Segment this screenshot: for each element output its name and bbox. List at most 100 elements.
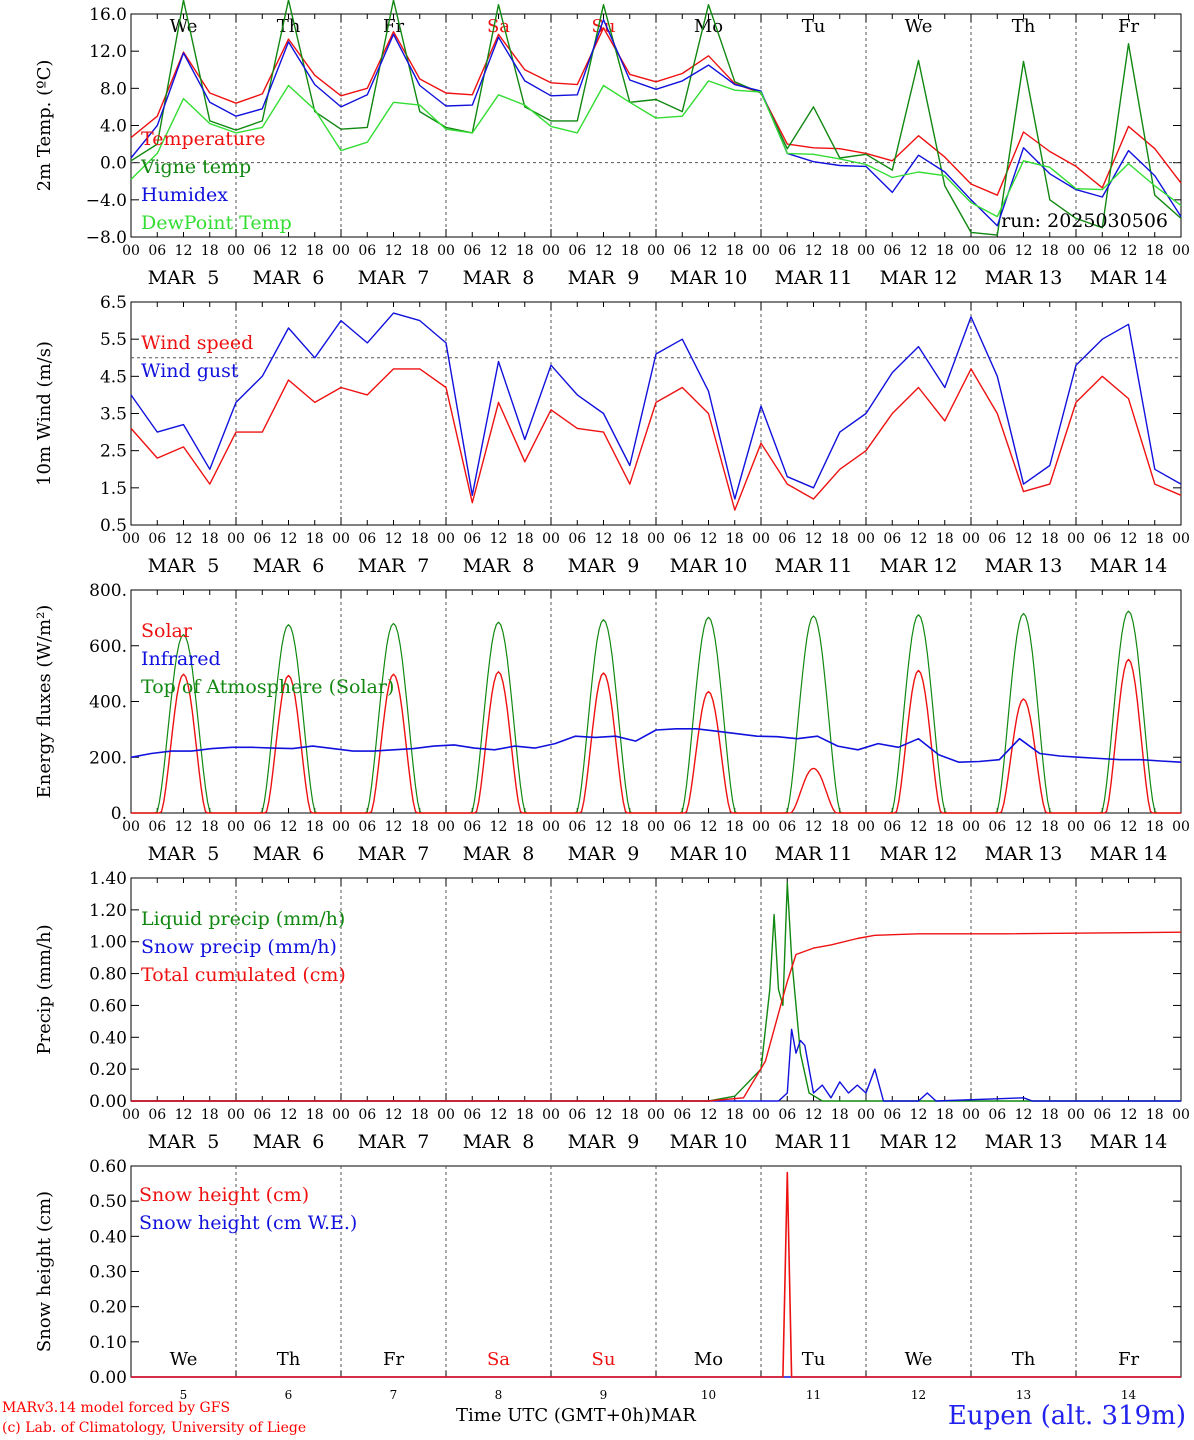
- date-label: MAR 8: [463, 1131, 535, 1153]
- series-vigne-temp: [130, 0, 1182, 236]
- hour-tick-label: 12: [1015, 531, 1033, 547]
- hour-tick-label: 12: [805, 1107, 823, 1123]
- y-tick-label: 0.60: [89, 996, 127, 1016]
- date-label: MAR 13: [985, 555, 1063, 577]
- hour-tick-label: 18: [1041, 243, 1059, 259]
- y-tick-label: 0.00: [89, 1092, 127, 1112]
- y-axis-label: 10m Wind (m/s): [34, 341, 55, 486]
- hour-tick-label: 00: [122, 243, 140, 259]
- hour-tick-label: 00: [752, 1107, 770, 1123]
- hour-tick-label: 00: [752, 243, 770, 259]
- legend-wind-gust: Wind gust: [141, 360, 239, 382]
- series-total-cumulated-cm-: [131, 931, 1182, 1102]
- hour-tick-label: 12: [175, 531, 193, 547]
- hour-tick-label: 18: [201, 531, 219, 547]
- model-credit: MARv3.14 model forced by GFS: [2, 1400, 231, 1416]
- y-tick-label: −8.0: [86, 228, 127, 248]
- date-label: MAR 12: [880, 843, 958, 865]
- hour-tick-label: 00: [1067, 531, 1085, 547]
- hour-tick-label: 12: [385, 531, 403, 547]
- hour-tick-label: 00: [542, 819, 560, 835]
- hour-tick-label: 18: [831, 243, 849, 259]
- date-label: MAR 13: [985, 1131, 1063, 1153]
- copyright-credit: (c) Lab. of Climatology, University of L…: [2, 1420, 307, 1436]
- hour-tick-label: 18: [516, 1107, 534, 1123]
- date-label: MAR 11: [775, 1131, 853, 1153]
- hour-tick-label: 18: [936, 531, 954, 547]
- hour-tick-label: 00: [857, 819, 875, 835]
- day-number-label: 12: [911, 1388, 926, 1402]
- date-label: MAR 7: [358, 843, 430, 865]
- y-tick-label: 0.: [111, 804, 127, 824]
- hour-tick-label: 12: [805, 531, 823, 547]
- hour-tick-label: 12: [280, 1107, 298, 1123]
- hour-tick-label: 12: [1120, 1107, 1138, 1123]
- series-infrared: [130, 728, 1182, 763]
- y-tick-label: 0.40: [89, 1028, 127, 1048]
- x-axis-label: Time UTC (GMT+0h)MAR: [456, 1405, 696, 1426]
- hour-tick-label: 18: [516, 531, 534, 547]
- hour-tick-label: 12: [700, 243, 718, 259]
- hour-tick-label: 06: [358, 531, 376, 547]
- hour-tick-label: 18: [1041, 1107, 1059, 1123]
- hour-tick-label: 06: [778, 531, 796, 547]
- y-tick-label: 0.20: [89, 1060, 127, 1080]
- y-tick-label: 600.: [89, 637, 127, 657]
- hour-tick-label: 12: [175, 243, 193, 259]
- hour-tick-label: 18: [411, 819, 429, 835]
- y-tick-label: 0.0: [100, 154, 127, 174]
- hour-tick-label: 06: [673, 1107, 691, 1123]
- legend-wind-speed: Wind speed: [141, 332, 253, 354]
- y-tick-label: 5.5: [100, 330, 127, 350]
- hour-tick-label: 12: [805, 243, 823, 259]
- date-label: MAR 7: [358, 555, 430, 577]
- y-tick-label: 0.5: [100, 516, 127, 536]
- weekday-label: Fr: [1118, 1349, 1139, 1370]
- hour-tick-label: 00: [437, 243, 455, 259]
- hour-tick-label: 00: [752, 819, 770, 835]
- hour-tick-label: 00: [962, 531, 980, 547]
- date-label: MAR 5: [148, 1131, 220, 1153]
- hour-tick-label: 18: [936, 819, 954, 835]
- date-label: MAR 5: [148, 267, 220, 289]
- hour-tick-label: 06: [148, 819, 166, 835]
- legend-snow-height-cm-w-e-: Snow height (cm W.E.): [139, 1212, 357, 1234]
- hour-tick-label: 12: [385, 243, 403, 259]
- hour-tick-label: 12: [175, 1107, 193, 1123]
- hour-tick-label: 06: [673, 243, 691, 259]
- y-tick-label: 0.20: [89, 1298, 127, 1318]
- y-tick-label: 0.80: [89, 965, 127, 985]
- hour-tick-label: 18: [411, 243, 429, 259]
- legend-total-cumulated-cm-: Total cumulated (cm): [141, 964, 346, 986]
- weekday-label: Mo: [694, 1349, 723, 1370]
- hour-tick-label: 00: [122, 531, 140, 547]
- hour-tick-label: 00: [857, 531, 875, 547]
- hour-tick-label: 12: [280, 243, 298, 259]
- run-annotation: run: 2025030506: [1001, 210, 1168, 232]
- date-label: MAR 11: [775, 843, 853, 865]
- day-number-label: 11: [806, 1388, 821, 1402]
- y-tick-label: 0.50: [89, 1192, 127, 1212]
- weekday-label: We: [170, 1349, 198, 1370]
- hour-tick-label: 12: [1120, 531, 1138, 547]
- weekday-label: Th: [277, 16, 301, 37]
- hour-tick-label: 00: [332, 531, 350, 547]
- hour-tick-label: 18: [1041, 531, 1059, 547]
- day-number-label: 9: [600, 1388, 608, 1402]
- weekday-label: Fr: [383, 1349, 404, 1370]
- y-tick-label: 200.: [89, 748, 127, 768]
- hour-tick-label: 00: [1067, 819, 1085, 835]
- hour-tick-label: 06: [1093, 531, 1111, 547]
- hour-tick-label: 00: [1172, 1107, 1190, 1123]
- hour-tick-label: 06: [463, 1107, 481, 1123]
- hour-tick-label: 12: [1015, 819, 1033, 835]
- day-number-label: 7: [390, 1388, 398, 1402]
- hour-tick-label: 00: [227, 531, 245, 547]
- hour-tick-label: 06: [253, 819, 271, 835]
- hour-tick-label: 12: [595, 1107, 613, 1123]
- hour-tick-label: 06: [988, 819, 1006, 835]
- date-label: MAR 12: [880, 267, 958, 289]
- date-label: MAR 6: [253, 1131, 325, 1153]
- station-name: Eupen (alt. 319m): [947, 1401, 1186, 1431]
- hour-tick-label: 12: [910, 243, 928, 259]
